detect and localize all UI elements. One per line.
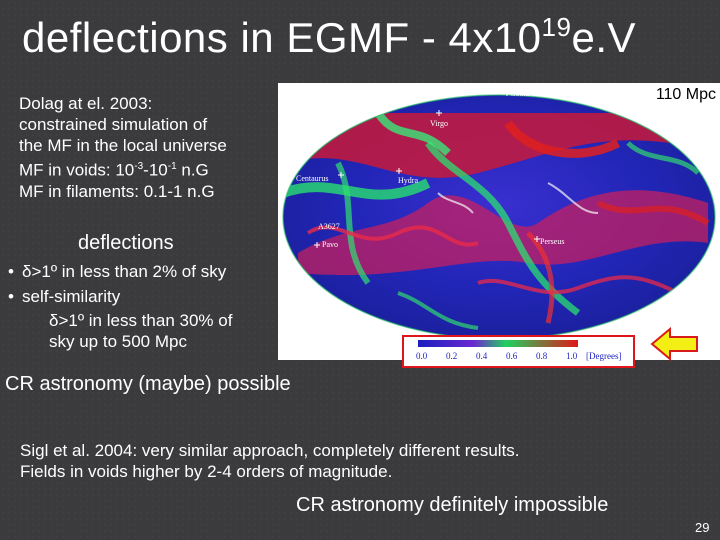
intro-line: the MF in the local universe [19,136,227,155]
bullet-item: • δ>1º in less than 2% of sky [8,261,226,282]
colorbar-ticks: 0.0 0.2 0.4 0.6 0.8 1.0 [Degrees] [416,351,621,361]
scale-label: 110 Mpc [656,86,716,103]
colorbar-tick: 0.6 [506,351,518,361]
colorbar-tick: 0.0 [416,351,428,361]
title-unit: e.V [571,14,637,61]
sigl-line: Sigl et al. 2004: very similar approach,… [20,441,520,460]
colorbar-tick: 1.0 [566,351,578,361]
map-label-pavo: Pavo [322,240,338,249]
bullet-text: self-similarity [22,287,121,306]
colorbar-tick: 0.4 [476,351,488,361]
bullet-item: • self-similarity [8,286,120,307]
voids-text: MF in voids: 10 [19,160,135,180]
colorbar: 0.0 0.2 0.4 0.6 0.8 1.0 [Degrees] [416,340,621,361]
cr-astronomy-impossible: CR astronomy definitely impossible [296,494,609,516]
voids-text2: -10 [143,160,168,180]
page-number: 29 [695,520,710,535]
map-labels: Coma Virgo Centaurus Hydra A3627 Pavo Pe… [296,89,564,249]
map-label-a3627: A3627 [318,222,340,231]
map-label-perseus: Perseus [540,237,564,246]
cr-astronomy-maybe: CR astronomy (maybe) possible [5,373,291,395]
deflection-sky-map: Coma Virgo Centaurus Hydra A3627 Pavo Pe… [278,83,720,360]
voids-exp1: -3 [134,161,144,172]
colorbar-tick: 0.2 [446,351,457,361]
bullet-dot: • [8,287,14,306]
colorbar-gradient [418,340,578,347]
deflections-heading: deflections [78,232,174,254]
title-exponent: 19 [541,12,572,42]
filament-structures [283,110,715,330]
sigl-note: Sigl et al. 2004: very similar approach,… [20,440,660,482]
bullet-text: δ>1º in less than 2% of sky [22,262,227,281]
left-arrow-icon [650,327,698,361]
map-label-virgo: Virgo [430,119,448,128]
voids-unit: n.G [176,160,209,180]
bullet-subtext: δ>1º in less than 30% of sky up to 500 M… [49,311,233,351]
colorbar-tick: 0.8 [536,351,548,361]
intro-line: Dolag at el. 2003: [19,94,153,113]
intro-text: Dolag at el. 2003: constrained simulatio… [19,93,274,202]
map-label-coma: Coma [510,89,530,98]
map-label-hydra: Hydra [398,176,418,185]
filaments-line: MF in filaments: 0.1-1 n.G [19,181,215,201]
map-label-centaurus: Centaurus [296,174,328,183]
title-text: deflections in EGMF - 4x10 [22,14,542,61]
intro-line: constrained simulation of [19,115,208,134]
colorbar-unit: [Degrees] [586,351,621,361]
sigl-line: Fields in voids higher by 2-4 orders of … [20,462,393,481]
voids-exp2: -1 [167,161,177,172]
bullet-dot: • [8,262,14,281]
sky-map-figure: Coma Virgo Centaurus Hydra A3627 Pavo Pe… [282,86,716,340]
cluster-markers [314,90,540,248]
voids-line: MF in voids: 10-3-10-1 n.G [19,156,274,181]
slide-title: deflections in EGMF - 4x1019e.V [22,12,637,62]
colorbar-frame: 0.0 0.2 0.4 0.6 0.8 1.0 [Degrees] [402,335,635,368]
